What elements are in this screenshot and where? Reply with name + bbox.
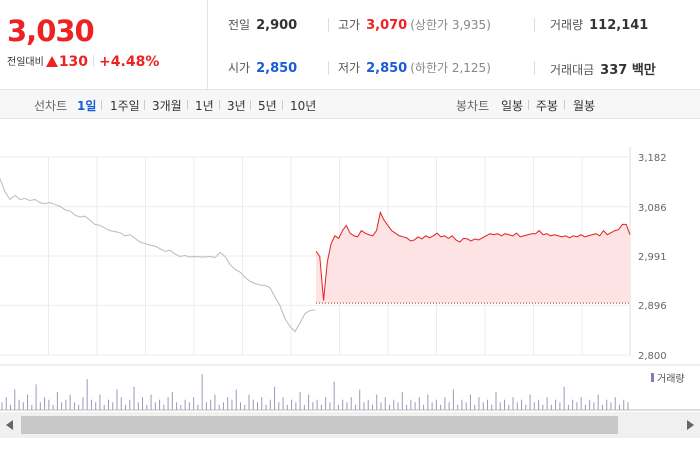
price-chart: 2,800 2,896 2,991 3,086 3,182 거래량	[0, 120, 700, 450]
volume-legend-swatch	[651, 373, 654, 382]
period-1d[interactable]: 1일	[77, 99, 97, 113]
stat-label: 거래량	[550, 18, 584, 32]
change-amount: 130	[58, 54, 89, 70]
scroll-right-icon[interactable]	[687, 420, 694, 430]
upper-limit: (상한가 3,935)	[410, 18, 491, 32]
period-selector-bar: 선차트 1일 1주일 3개월 1년 3년 5년 10년 봉차트 일봉 주봉 월봉	[0, 90, 700, 119]
period-5y[interactable]: 5년	[258, 99, 277, 113]
y-tick-label: 3,086	[638, 203, 667, 214]
divider	[534, 18, 535, 32]
scroll-left-icon[interactable]	[6, 420, 13, 430]
divider	[282, 100, 283, 110]
divider	[564, 100, 565, 110]
quote-header: 3,030 전일대비 130 +4.48% 전일 2,900 고가 3,070 (상한가 …	[0, 0, 700, 90]
stat-label: 고가	[338, 18, 361, 32]
stat-turnover: 거래대금 337 백만	[550, 59, 656, 78]
stat-high: 고가 3,070 (상한가 3,935)	[338, 16, 491, 33]
y-tick-label: 2,991	[638, 252, 667, 263]
change-label: 전일대비	[7, 57, 44, 68]
divider	[328, 18, 329, 32]
candle-weekly[interactable]: 주봉	[536, 99, 559, 113]
stat-label: 전일	[228, 18, 251, 32]
stat-value: 112,141	[589, 18, 649, 33]
period-1w[interactable]: 1주일	[110, 99, 140, 113]
volume-legend-label: 거래량	[657, 373, 685, 385]
stat-open: 시가 2,850	[228, 59, 297, 76]
stat-low: 저가 2,850 (하한가 2,125)	[338, 59, 491, 76]
divider	[101, 100, 102, 110]
current-price: 3,030	[7, 14, 95, 48]
candle-monthly[interactable]: 월봉	[573, 99, 596, 113]
up-arrow-icon	[45, 56, 58, 67]
series-today	[315, 210, 631, 301]
change-row: 전일대비 130 +4.48%	[7, 53, 159, 70]
period-1y[interactable]: 1년	[195, 99, 214, 113]
period-10y[interactable]: 10년	[290, 99, 317, 113]
divider	[144, 100, 145, 110]
y-tick-label: 2,800	[638, 351, 667, 362]
divider	[250, 100, 251, 110]
stat-value: 3,070	[366, 18, 408, 33]
period-3m[interactable]: 3개월	[152, 99, 182, 113]
chart-scrollbar[interactable]	[0, 412, 700, 438]
y-tick-label: 2,896	[638, 301, 667, 312]
scroll-thumb[interactable]	[21, 416, 618, 434]
change-percent: +4.48%	[99, 54, 160, 70]
lower-limit: (하한가 2,125)	[410, 61, 491, 75]
divider	[534, 61, 535, 75]
divider	[328, 61, 329, 75]
stat-value: 2,900	[256, 18, 298, 33]
y-tick-label: 3,182	[638, 153, 667, 164]
candle-daily[interactable]: 일봉	[501, 99, 524, 113]
stat-label: 시가	[228, 61, 251, 75]
current-price-panel: 3,030 전일대비 130 +4.48%	[0, 0, 208, 90]
divider	[93, 55, 95, 67]
divider	[528, 100, 529, 110]
line-chart-label: 선차트	[34, 99, 68, 113]
price-chart-svg: 2,800 2,896 2,991 3,086 3,182 거래량	[0, 147, 700, 411]
stat-value: 2,850	[366, 61, 408, 76]
footer-spacer	[0, 438, 700, 450]
stat-value: 2,850	[256, 61, 298, 76]
divider	[187, 100, 188, 110]
period-3y[interactable]: 3년	[227, 99, 246, 113]
stat-volume: 거래량 112,141	[550, 16, 648, 33]
candle-chart-label: 봉차트	[456, 99, 490, 113]
divider	[219, 100, 220, 110]
stat-value: 337 백만	[600, 63, 656, 78]
series-previous-day	[0, 178, 316, 333]
stat-prev-close: 전일 2,900	[228, 16, 297, 33]
stat-label: 저가	[338, 61, 361, 75]
stat-label: 거래대금	[550, 63, 595, 77]
series-today-fill	[316, 212, 630, 304]
